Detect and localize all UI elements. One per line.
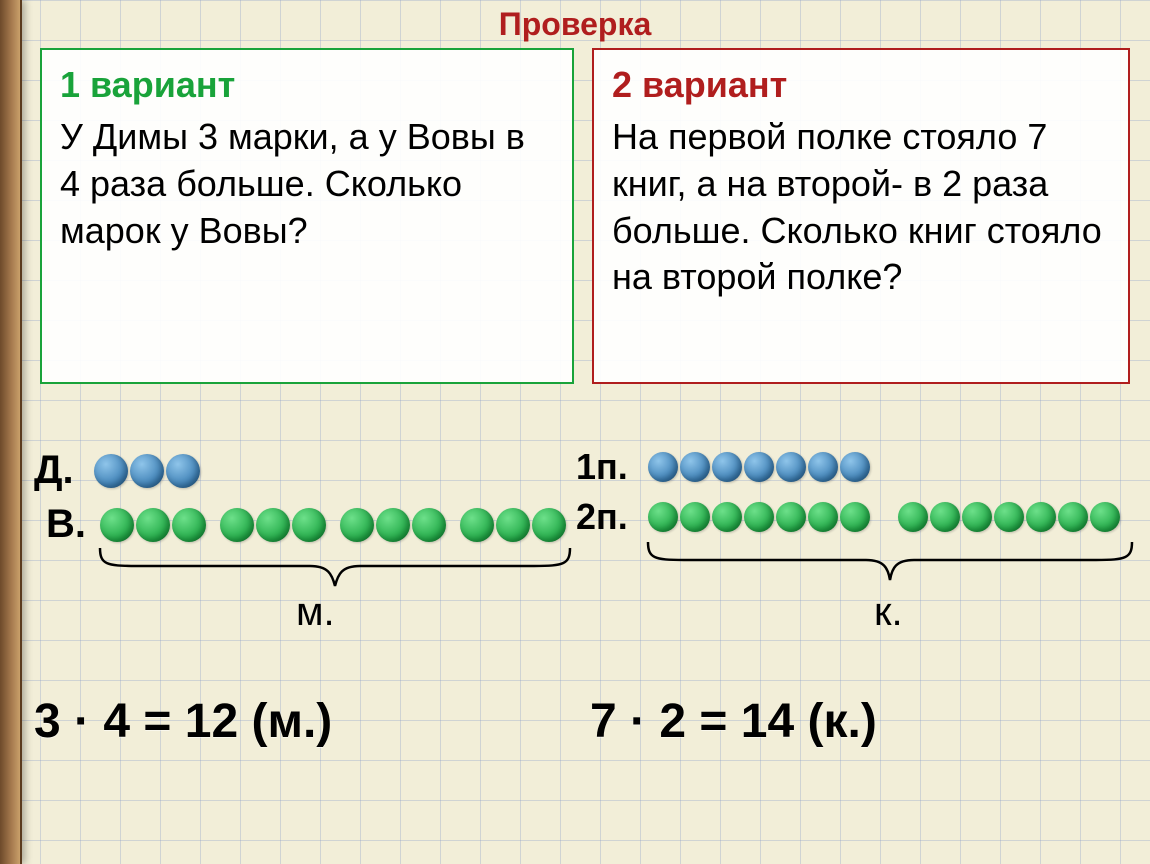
dot-icon bbox=[712, 452, 742, 482]
variant2-diagram: 1п. 2п. к. 7 · 2 = 14 (к.) bbox=[592, 430, 1130, 790]
dot-icon bbox=[648, 502, 678, 532]
dot-icon bbox=[256, 508, 290, 542]
variant2-text: На первой полке стояло 7 книг, а на втор… bbox=[612, 114, 1110, 301]
dot-icon bbox=[680, 452, 710, 482]
equation-v1: 3 · 4 = 12 (м.) bbox=[34, 694, 332, 749]
variant2-box: 2 вариант На первой полке стояло 7 книг,… bbox=[592, 48, 1130, 384]
dot-icon bbox=[776, 452, 806, 482]
dot-icon bbox=[532, 508, 566, 542]
dot-icon bbox=[776, 502, 806, 532]
dot-icon bbox=[172, 508, 206, 542]
row-label-d: Д. bbox=[34, 448, 74, 493]
dot-icon bbox=[94, 454, 128, 488]
brace-v1 bbox=[96, 546, 574, 592]
dot-icon bbox=[962, 502, 992, 532]
variant2-title: 2 вариант bbox=[612, 64, 1110, 106]
book-spine-edge bbox=[0, 0, 22, 864]
variant1-title: 1 вариант bbox=[60, 64, 554, 106]
dot-icon bbox=[292, 508, 326, 542]
variant1-box: 1 вариант У Димы 3 марки, а у Вовы в 4 р… bbox=[40, 48, 574, 384]
row-1p-dots bbox=[648, 452, 872, 482]
page-title: Проверка bbox=[499, 6, 652, 43]
dot-icon bbox=[744, 502, 774, 532]
dot-icon bbox=[136, 508, 170, 542]
dot-icon bbox=[898, 502, 928, 532]
dot-icon bbox=[808, 452, 838, 482]
dot-icon bbox=[840, 502, 870, 532]
row-label-1p: 1п. bbox=[576, 446, 628, 488]
dot-icon bbox=[496, 508, 530, 542]
equation-v2: 7 · 2 = 14 (к.) bbox=[590, 694, 877, 749]
dot-icon bbox=[994, 502, 1024, 532]
dot-icon bbox=[130, 454, 164, 488]
dot-icon bbox=[220, 508, 254, 542]
dot-icon bbox=[376, 508, 410, 542]
dot-icon bbox=[680, 502, 710, 532]
unit-label-m: м. bbox=[296, 590, 335, 635]
dot-icon bbox=[840, 452, 870, 482]
row-v-dots bbox=[100, 508, 580, 542]
dot-icon bbox=[808, 502, 838, 532]
dot-icon bbox=[1026, 502, 1056, 532]
row-d-dots bbox=[94, 454, 202, 488]
dot-icon bbox=[166, 454, 200, 488]
variant1-text: У Димы 3 марки, а у Вовы в 4 раза больше… bbox=[60, 114, 554, 254]
brace-v2 bbox=[644, 540, 1136, 586]
dot-icon bbox=[930, 502, 960, 532]
row-2p-dots bbox=[648, 502, 1148, 532]
row-label-v: В. bbox=[46, 502, 86, 547]
dot-icon bbox=[648, 452, 678, 482]
dot-icon bbox=[1090, 502, 1120, 532]
unit-label-k: к. bbox=[874, 590, 903, 635]
dot-icon bbox=[712, 502, 742, 532]
dot-icon bbox=[100, 508, 134, 542]
dot-icon bbox=[744, 452, 774, 482]
dot-icon bbox=[1058, 502, 1088, 532]
row-label-2p: 2п. bbox=[576, 496, 628, 538]
dot-icon bbox=[460, 508, 494, 542]
variant1-diagram: Д. В. м. 3 · 4 = 12 (м.) bbox=[40, 430, 574, 790]
dot-icon bbox=[340, 508, 374, 542]
dot-icon bbox=[412, 508, 446, 542]
